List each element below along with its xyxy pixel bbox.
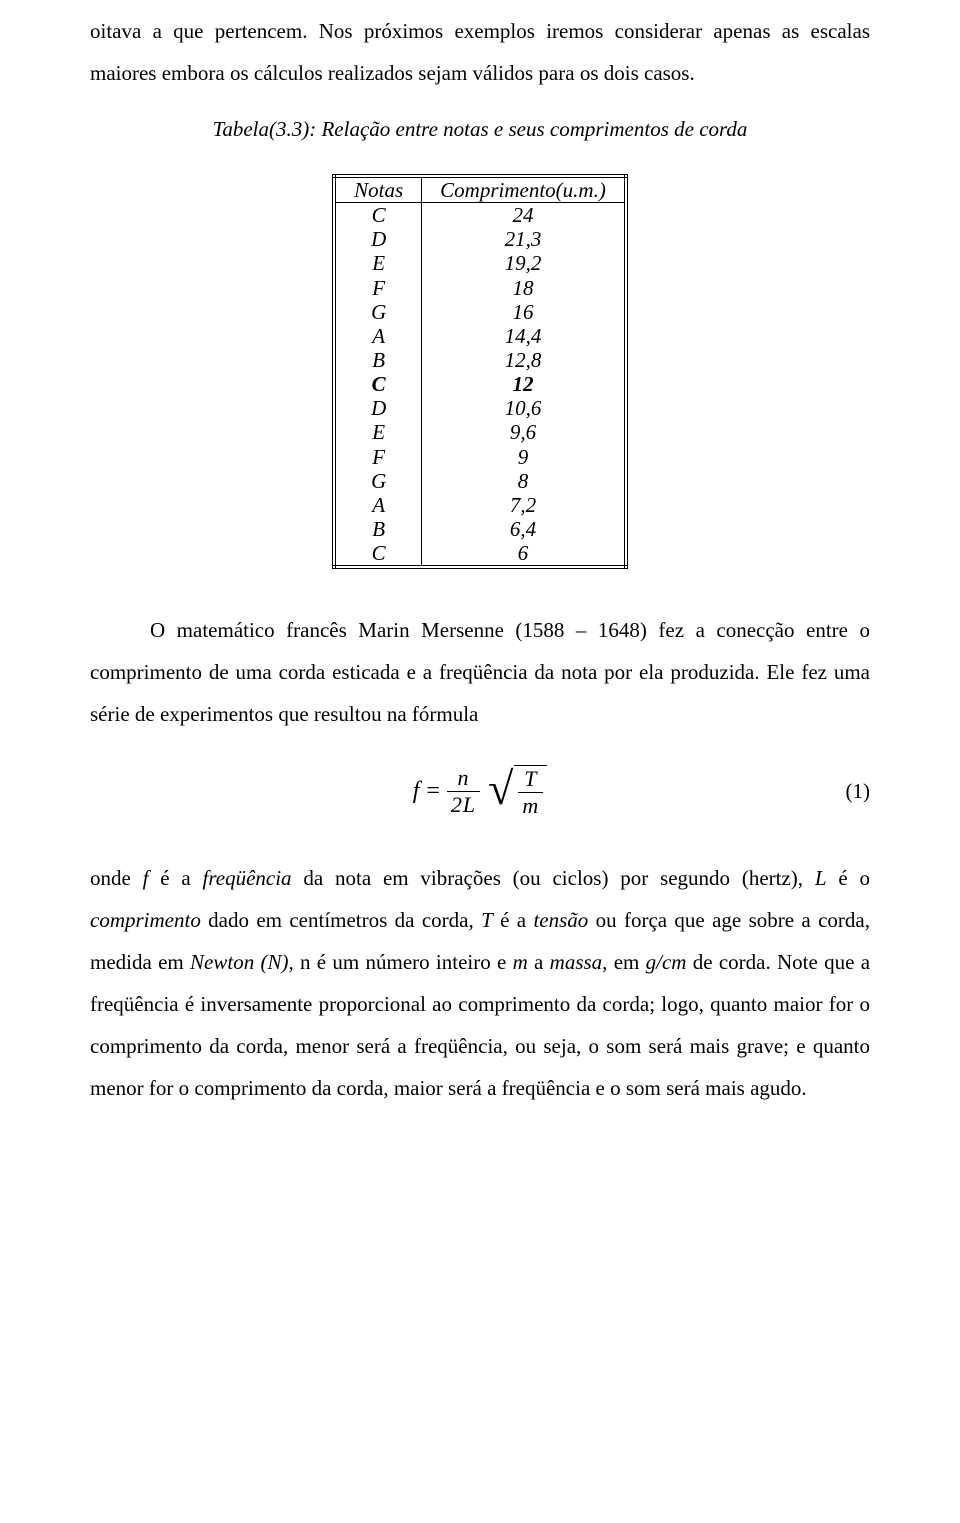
cell-note: G (334, 469, 422, 493)
cell-length: 21,3 (422, 227, 626, 251)
cell-length: 19,2 (422, 251, 626, 275)
eq-frac2-den: m (518, 792, 543, 817)
table-row: D21,3 (334, 227, 626, 251)
eq-sqrt: √ T m (488, 765, 547, 817)
table-row: C6 (334, 541, 626, 567)
table-row: B12,8 (334, 348, 626, 372)
table-row: C24 (334, 203, 626, 228)
table-row: B6,4 (334, 517, 626, 541)
paragraph-intro: oitava a que pertencem. Nos próximos exe… (90, 10, 870, 94)
table-caption-prefix: Tabela(3.3): (213, 117, 317, 141)
cell-length: 14,4 (422, 324, 626, 348)
cell-length: 7,2 (422, 493, 626, 517)
cell-note: B (334, 517, 422, 541)
eq-frac-n-over-2L: n 2L (447, 767, 480, 816)
eq-frac2-num: T (520, 768, 541, 792)
cell-note: G (334, 300, 422, 324)
document-page: oitava a que pertencem. Nos próximos exe… (0, 0, 960, 1523)
table-row: E9,6 (334, 420, 626, 444)
table-header-row: Notas Comprimento(u.m.) (334, 176, 626, 203)
equation-body: f = n 2L √ T m (413, 765, 548, 817)
radical-icon: √ (488, 769, 514, 821)
table-row: G8 (334, 469, 626, 493)
table-row: D10,6 (334, 396, 626, 420)
eq-frac1-den: 2L (447, 791, 480, 816)
equation-row: f = n 2L √ T m (1) (90, 765, 870, 817)
notes-length-table: Notas Comprimento(u.m.) C24D21,3E19,2F18… (332, 174, 628, 569)
table-row: F18 (334, 276, 626, 300)
eq-frac1-num: n (454, 767, 474, 791)
cell-length: 8 (422, 469, 626, 493)
col-header-notas: Notas (334, 176, 422, 203)
cell-length: 12 (422, 372, 626, 396)
col-header-comprimento: Comprimento(u.m.) (422, 176, 626, 203)
paragraph-mersenne: O matemático francês Marin Mersenne (158… (90, 609, 870, 735)
cell-note: B (334, 348, 422, 372)
cell-note: E (334, 251, 422, 275)
cell-note: A (334, 324, 422, 348)
table-row: G16 (334, 300, 626, 324)
table-row: C12 (334, 372, 626, 396)
eq-lhs: f (413, 767, 421, 815)
cell-note: E (334, 420, 422, 444)
cell-note: D (334, 396, 422, 420)
cell-length: 6 (422, 541, 626, 567)
table-caption-text: Relação entre notas e seus comprimentos … (316, 117, 747, 141)
cell-length: 18 (422, 276, 626, 300)
eq-equals: = (426, 767, 441, 815)
table-row: F9 (334, 445, 626, 469)
cell-length: 12,8 (422, 348, 626, 372)
table-row: A14,4 (334, 324, 626, 348)
cell-note: C (334, 203, 422, 228)
table-row: A7,2 (334, 493, 626, 517)
cell-note: A (334, 493, 422, 517)
eq-frac-T-over-m: T m (518, 768, 543, 817)
cell-note: D (334, 227, 422, 251)
cell-note: C (334, 372, 422, 396)
cell-length: 16 (422, 300, 626, 324)
cell-length: 24 (422, 203, 626, 228)
table-row: E19,2 (334, 251, 626, 275)
cell-length: 6,4 (422, 517, 626, 541)
equation-number: (1) (547, 770, 870, 812)
paragraph-explanation: onde f é a freqüência da nota em vibraçõ… (90, 857, 870, 1109)
table-caption: Tabela(3.3): Relação entre notas e seus … (213, 113, 748, 147)
cell-length: 9 (422, 445, 626, 469)
cell-note: F (334, 276, 422, 300)
cell-note: C (334, 541, 422, 567)
cell-note: F (334, 445, 422, 469)
cell-length: 9,6 (422, 420, 626, 444)
cell-length: 10,6 (422, 396, 626, 420)
